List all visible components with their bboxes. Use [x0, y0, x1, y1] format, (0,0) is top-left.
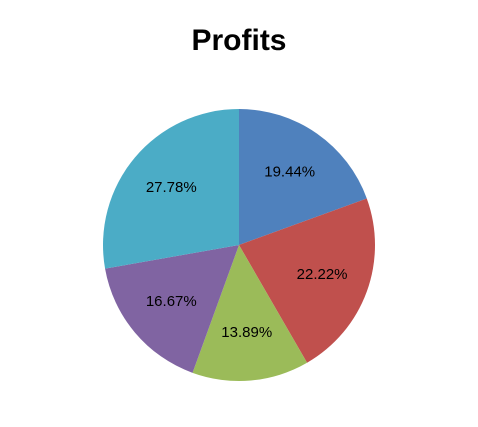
- data-label: 13.89%: [221, 324, 272, 341]
- chart-title: Profits: [191, 24, 286, 57]
- pie-slice: [105, 245, 239, 373]
- pie-slice: [239, 198, 376, 363]
- data-label: 27.78%: [146, 179, 197, 196]
- data-label: 16.67%: [146, 293, 197, 310]
- pie-slice: [239, 109, 367, 245]
- data-label: 19.44%: [264, 164, 315, 181]
- pie-slice: [192, 245, 308, 381]
- pie-slice: [103, 109, 239, 269]
- data-label: 22.22%: [297, 266, 348, 283]
